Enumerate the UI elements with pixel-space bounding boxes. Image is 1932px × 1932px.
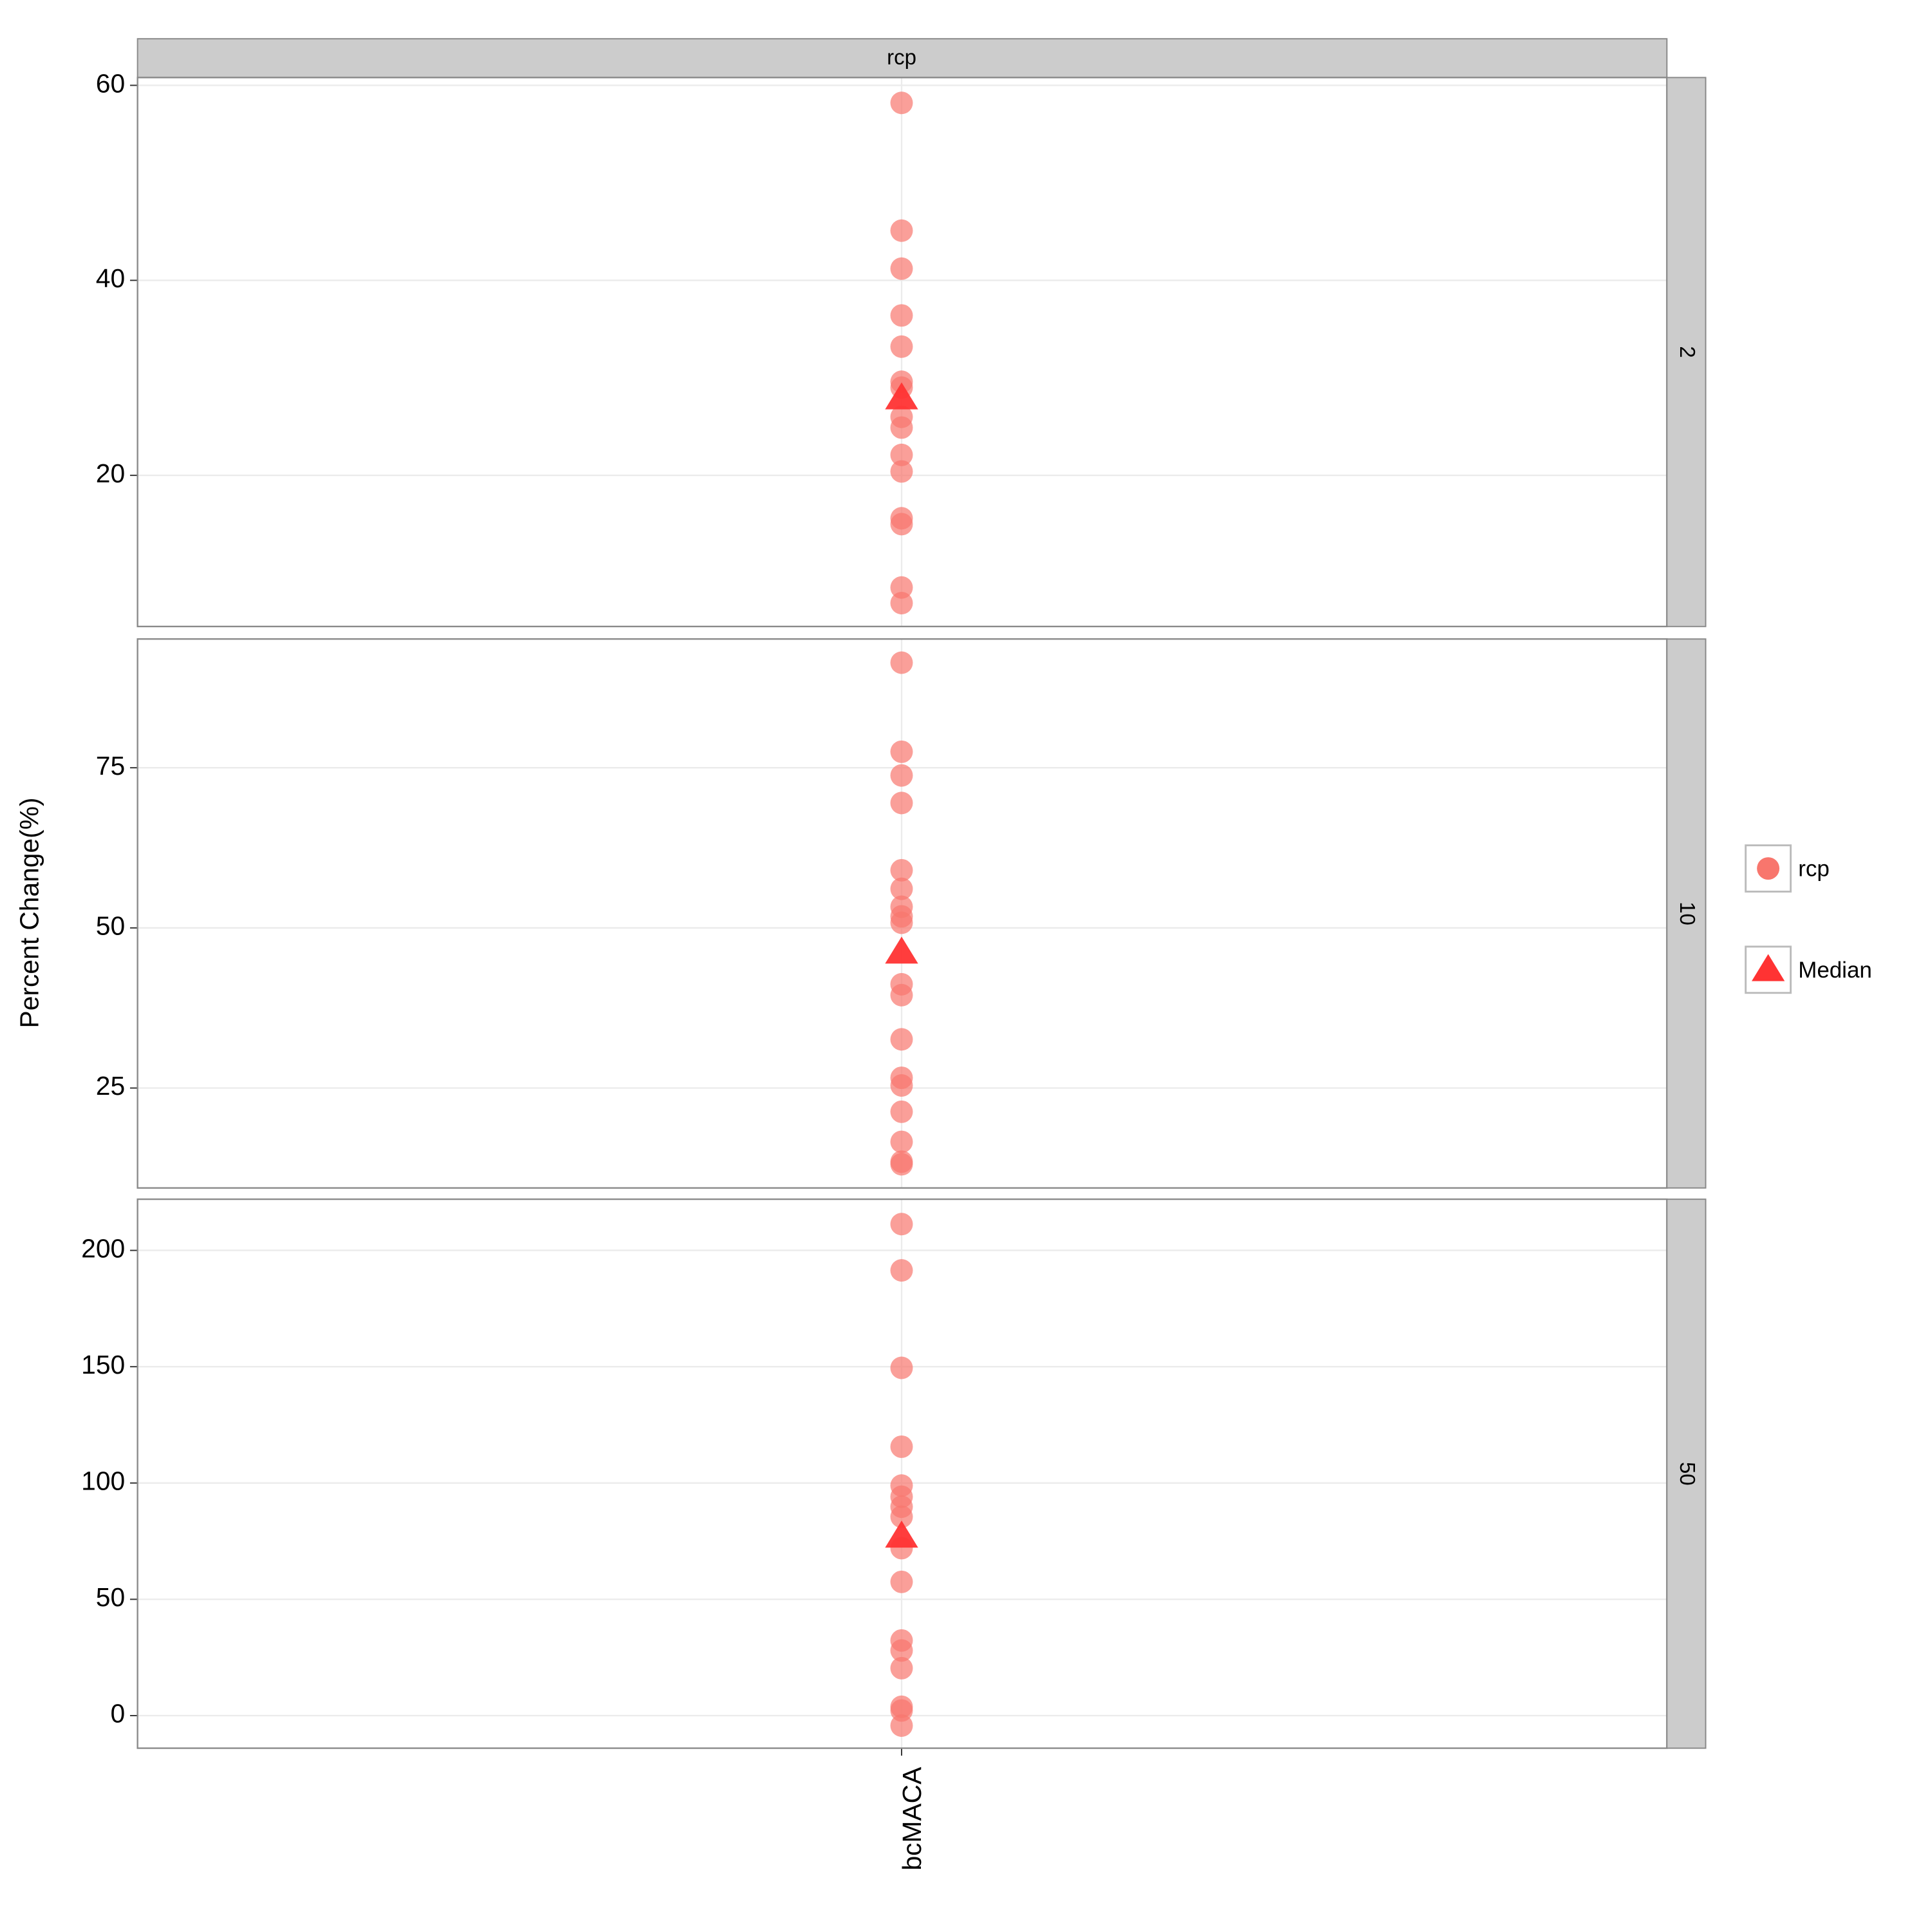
y-tick-label: 60	[96, 68, 125, 98]
point	[890, 1505, 913, 1528]
point	[890, 858, 913, 882]
y-tick-label: 20	[96, 459, 125, 488]
facet-label: 2	[1676, 346, 1700, 357]
legend-symbol	[1757, 857, 1780, 880]
y-axis-label: Percent Change(%)	[14, 797, 44, 1028]
point	[890, 1259, 913, 1282]
point	[890, 791, 913, 815]
point	[890, 513, 913, 536]
point	[890, 219, 913, 242]
median-marker	[885, 936, 918, 964]
point	[890, 416, 913, 439]
facet-strip	[1666, 77, 1707, 627]
point	[890, 443, 913, 466]
point	[890, 911, 913, 934]
top-strip	[137, 38, 1668, 79]
y-tick-label: 150	[81, 1350, 125, 1379]
x-tick-label: bcMACA	[897, 1766, 927, 1871]
median-marker	[885, 382, 918, 410]
point	[890, 335, 913, 358]
facet-label: 50	[1676, 1462, 1700, 1486]
facet-label: 10	[1676, 902, 1700, 925]
point	[890, 460, 913, 483]
point	[890, 1639, 913, 1662]
point	[890, 1100, 913, 1123]
y-tick-label: 100	[81, 1466, 125, 1496]
point	[890, 764, 913, 787]
y-tick-label: 25	[96, 1071, 125, 1101]
facet-strip	[1666, 638, 1707, 1189]
strip-title: rcp	[887, 45, 916, 69]
point	[890, 592, 913, 614]
point	[890, 1130, 913, 1153]
point	[890, 983, 913, 1007]
facet-strip	[1666, 1198, 1707, 1749]
point	[890, 1153, 913, 1176]
legend-symbol	[1752, 954, 1785, 981]
point	[890, 1435, 913, 1458]
point	[890, 1570, 913, 1593]
y-tick-label: 40	[96, 263, 125, 293]
point	[890, 1213, 913, 1236]
y-tick-label: 50	[96, 1582, 125, 1612]
point	[890, 740, 913, 763]
legend-label: Median	[1798, 958, 1872, 983]
y-tick-label: 50	[96, 911, 125, 941]
point	[890, 877, 913, 900]
y-tick-label: 75	[96, 751, 125, 781]
point	[890, 257, 913, 280]
point	[890, 651, 913, 674]
point	[890, 304, 913, 327]
point	[890, 576, 913, 599]
point	[890, 1356, 913, 1379]
point	[890, 91, 913, 115]
y-tick-label: 200	[81, 1233, 125, 1263]
legend-label: rcp	[1798, 857, 1830, 882]
point	[890, 1028, 913, 1051]
point	[890, 1656, 913, 1680]
median-marker	[885, 1520, 918, 1548]
point	[890, 1074, 913, 1097]
y-tick-label: 0	[110, 1699, 125, 1728]
point	[890, 1714, 913, 1738]
